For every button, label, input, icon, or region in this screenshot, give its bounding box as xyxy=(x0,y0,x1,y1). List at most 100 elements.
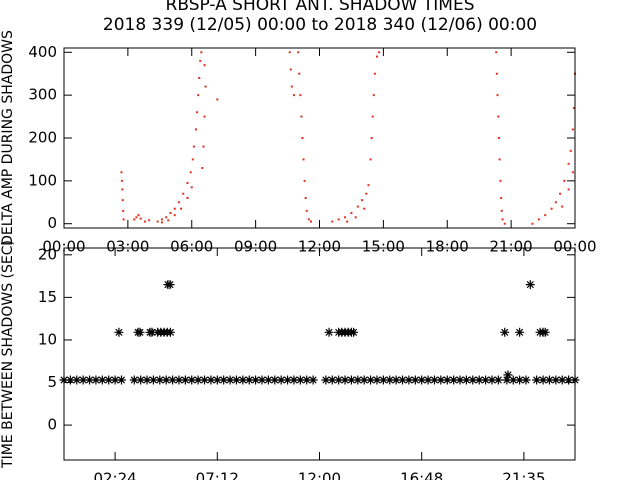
data-point xyxy=(65,375,75,385)
data-point xyxy=(372,375,382,385)
data-point xyxy=(135,327,145,337)
data-point xyxy=(165,280,175,290)
data-point xyxy=(571,128,574,131)
data-point xyxy=(199,59,202,62)
data-point xyxy=(487,375,497,385)
y-axis-label: DELTA AMP DURING SHADOWS xyxy=(0,30,16,246)
data-point xyxy=(206,375,216,385)
data-point xyxy=(201,167,204,169)
data-point xyxy=(203,115,206,118)
x-tick-label: 07:12 xyxy=(196,470,239,480)
data-point xyxy=(532,375,542,385)
data-point xyxy=(557,375,567,385)
data-point xyxy=(521,375,531,385)
data-point xyxy=(561,205,564,208)
x-tick-label: 16:48 xyxy=(400,470,443,480)
data-point xyxy=(468,375,478,385)
data-point xyxy=(474,375,484,385)
data-point xyxy=(537,218,540,221)
data-point xyxy=(174,375,184,385)
data-point xyxy=(496,94,499,97)
data-point xyxy=(559,192,562,195)
data-point xyxy=(346,220,349,223)
data-point xyxy=(499,179,502,182)
data-point xyxy=(196,111,199,114)
data-point xyxy=(544,214,547,217)
data-point xyxy=(309,220,312,223)
data-point xyxy=(244,375,254,385)
data-point xyxy=(354,216,357,219)
data-point xyxy=(161,375,171,385)
y-tick-label: 15 xyxy=(38,288,57,306)
data-point xyxy=(263,375,273,385)
y-tick-label: 0 xyxy=(47,214,57,232)
data-point xyxy=(302,375,312,385)
data-point xyxy=(182,192,185,195)
data-point xyxy=(398,375,408,385)
data-point xyxy=(417,375,427,385)
data-point xyxy=(212,375,222,385)
data-point xyxy=(564,375,574,385)
data-point xyxy=(371,115,374,118)
data-point xyxy=(346,375,356,385)
data-point xyxy=(238,375,248,385)
data-point xyxy=(550,207,553,210)
data-point xyxy=(525,280,535,290)
data-point xyxy=(361,199,364,202)
data-point xyxy=(337,218,340,221)
data-point xyxy=(324,327,334,337)
data-point xyxy=(298,72,301,75)
x-tick-label: 21:00 xyxy=(490,238,533,256)
data-point xyxy=(442,375,452,385)
data-point xyxy=(572,107,575,109)
data-point xyxy=(225,375,235,385)
data-point xyxy=(378,51,381,54)
data-point xyxy=(122,218,125,221)
x-tick-label: 02:24 xyxy=(93,470,136,480)
data-point xyxy=(515,375,525,385)
data-point xyxy=(289,375,299,385)
data-point xyxy=(353,375,363,385)
chart-subtitle: 2018 339 (12/05) 00:00 to 2018 340 (12/0… xyxy=(103,15,537,35)
data-point xyxy=(276,375,286,385)
data-point xyxy=(481,375,491,385)
data-point xyxy=(567,162,570,165)
data-point xyxy=(321,375,331,385)
y-tick-label: 100 xyxy=(28,171,57,189)
data-point xyxy=(423,375,433,385)
y-axis-label: TIME BETWEEN SHADOWS (SEC) xyxy=(0,240,16,469)
data-point xyxy=(363,207,366,210)
data-point xyxy=(567,188,570,191)
data-point xyxy=(410,375,420,385)
data-point xyxy=(121,188,124,191)
data-point xyxy=(375,55,378,58)
data-point xyxy=(404,375,414,385)
y-tick-label: 20 xyxy=(38,245,57,263)
data-point xyxy=(327,375,337,385)
data-point xyxy=(373,72,376,75)
data-point xyxy=(97,375,107,385)
y-tick-label: 400 xyxy=(28,43,57,61)
data-point xyxy=(120,171,123,174)
data-point xyxy=(349,327,359,337)
data-point xyxy=(257,375,267,385)
x-tick-label: 18:00 xyxy=(426,238,469,256)
data-point xyxy=(137,214,140,217)
x-tick-label: 12:00 xyxy=(298,238,341,256)
data-point xyxy=(202,145,205,148)
data-point xyxy=(493,375,503,385)
y-tick-label: 10 xyxy=(38,330,57,348)
x-tick-label: 00:00 xyxy=(553,238,596,256)
data-point xyxy=(187,375,197,385)
data-point xyxy=(147,327,157,337)
data-point xyxy=(283,375,293,385)
data-point xyxy=(168,375,178,385)
data-point xyxy=(502,375,512,385)
data-point xyxy=(192,145,195,148)
data-point xyxy=(189,171,192,174)
data-point xyxy=(372,94,375,97)
data-point xyxy=(160,218,163,221)
x-tick-label: 21:35 xyxy=(502,470,545,480)
data-point xyxy=(116,375,126,385)
data-point xyxy=(143,220,146,223)
